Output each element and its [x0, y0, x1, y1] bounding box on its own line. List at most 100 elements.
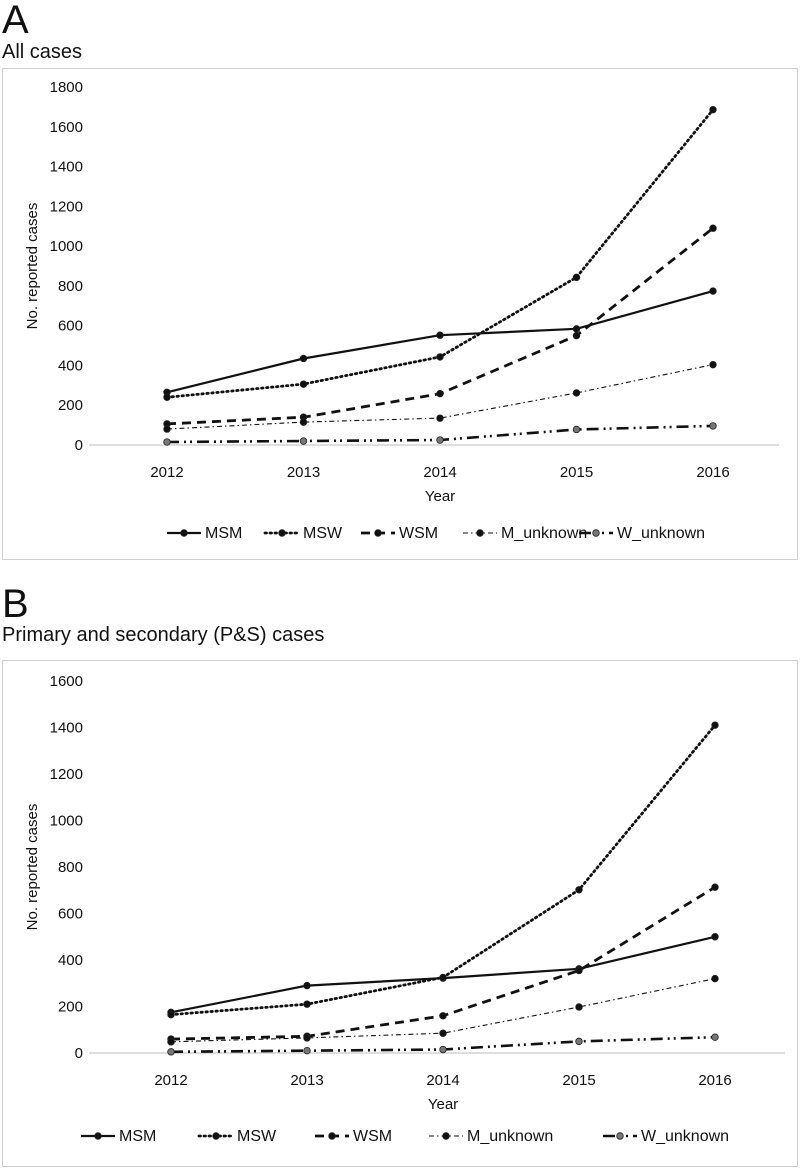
data-point	[303, 981, 311, 990]
y-tick-label: 1400	[50, 720, 83, 737]
data-point	[163, 425, 171, 433]
data-point	[709, 224, 717, 232]
panel-a-label: A	[2, 0, 29, 42]
y-tick-label: 0	[75, 1045, 83, 1062]
x-tick-label: 2015	[562, 1072, 595, 1089]
legend-label: W_unknown	[617, 525, 705, 542]
y-tick-label: 800	[58, 859, 83, 876]
legend-label: MSM	[119, 1128, 156, 1145]
chart-a-frame: 0 200 400 600 800 1000 1200 1400 1600 1800 2012 201…	[2, 68, 798, 560]
data-point	[711, 883, 719, 891]
x-tick-label: 2013	[290, 1072, 323, 1089]
x-tick-label: 2012	[154, 1072, 187, 1089]
y-tick-label: 600	[58, 318, 83, 335]
data-point	[436, 436, 444, 444]
legend-marker	[476, 529, 484, 537]
legend-label: WSM	[399, 525, 438, 542]
y-tick-label: 1400	[50, 159, 83, 176]
data-point	[709, 422, 717, 430]
legend-marker	[94, 1132, 102, 1140]
data-point	[711, 1033, 719, 1041]
x-tick-label: 2016	[696, 464, 729, 481]
data-point	[709, 105, 717, 114]
data-point	[709, 287, 717, 295]
data-point	[299, 380, 308, 388]
data-point	[163, 438, 171, 446]
legend-label: MSM	[205, 525, 242, 542]
data-point	[439, 1029, 447, 1037]
data-point	[299, 418, 308, 426]
y-tick-label: 1200	[50, 198, 83, 215]
data-point	[439, 1012, 447, 1020]
x-axis-title: Year	[428, 1096, 458, 1113]
data-point	[572, 425, 581, 434]
y-axis-title: No. reported cases	[24, 804, 41, 931]
legend-marker	[278, 529, 286, 537]
panel-b-title: Primary and secondary (P&S) cases	[2, 624, 325, 646]
legend-marker	[180, 529, 188, 537]
x-tick-label: 2014	[426, 1072, 459, 1089]
y-tick-label: 200	[58, 999, 83, 1016]
y-tick-label: 400	[58, 357, 83, 374]
data-point	[299, 354, 308, 363]
chart-b: 0 200 400 600 800 1000 1200 1400 1600 2012 2013 201…	[24, 673, 785, 1145]
legend-label: W_unknown	[641, 1128, 729, 1145]
y-tick-label: 200	[58, 397, 83, 414]
data-point	[572, 273, 581, 282]
legend-marker	[592, 529, 600, 537]
data-point	[436, 414, 444, 422]
data-point	[439, 1045, 447, 1054]
y-tick-label: 600	[58, 906, 83, 923]
data-point	[572, 389, 581, 397]
data-point	[167, 1010, 175, 1019]
data-point	[575, 886, 583, 894]
data-point	[439, 973, 447, 982]
y-tick-label: 0	[75, 437, 83, 454]
legend-marker	[328, 1132, 336, 1140]
data-point	[575, 1003, 583, 1011]
data-point	[303, 1034, 311, 1042]
legend-label: MSW	[303, 525, 343, 542]
y-tick-label: 1600	[50, 673, 83, 690]
data-point	[167, 1038, 175, 1046]
data-point	[711, 974, 719, 983]
data-point	[303, 1046, 311, 1055]
legend-marker	[616, 1132, 624, 1140]
legend-marker	[442, 1132, 450, 1140]
y-axis-title: No. reported cases	[24, 203, 41, 330]
legend-marker	[374, 529, 382, 537]
data-point	[575, 966, 583, 975]
data-point	[711, 721, 719, 729]
y-tick-label: 400	[58, 952, 83, 969]
data-point	[436, 389, 444, 398]
data-point	[299, 437, 308, 445]
x-tick-label: 2013	[287, 464, 320, 481]
data-point	[709, 360, 717, 369]
legend-label: M_unknown	[501, 525, 587, 542]
data-point	[575, 1037, 583, 1046]
x-tick-label: 2015	[560, 464, 593, 481]
data-point	[572, 331, 581, 340]
data-point	[163, 393, 171, 401]
data-point	[303, 1000, 311, 1008]
x-tick-label: 2016	[698, 1072, 731, 1089]
legend-label: MSW	[237, 1128, 277, 1145]
x-axis-title: Year	[425, 488, 455, 505]
panel-a-title: All cases	[2, 41, 83, 63]
y-tick-label: 1000	[50, 238, 83, 255]
y-tick-label: 1000	[50, 813, 83, 830]
series-line-msm	[166, 290, 714, 394]
chart-a: 0 200 400 600 800 1000 1200 1400 1600 1800 2012 201…	[24, 79, 779, 542]
y-tick-label: 1200	[50, 766, 83, 783]
data-point	[436, 331, 444, 339]
series-line-m-unknown	[166, 364, 714, 430]
data-point	[167, 1048, 175, 1056]
chart-b-frame: 0 200 400 600 800 1000 1200 1400 1600 2012 2013 201…	[2, 660, 798, 1167]
data-point	[436, 353, 444, 361]
series-line-m-unknown	[170, 978, 716, 1043]
x-tick-label: 2012	[150, 464, 183, 481]
y-tick-label: 800	[58, 278, 83, 295]
legend-label: M_unknown	[467, 1128, 553, 1145]
data-point	[711, 933, 719, 941]
y-tick-label: 1600	[50, 119, 83, 136]
